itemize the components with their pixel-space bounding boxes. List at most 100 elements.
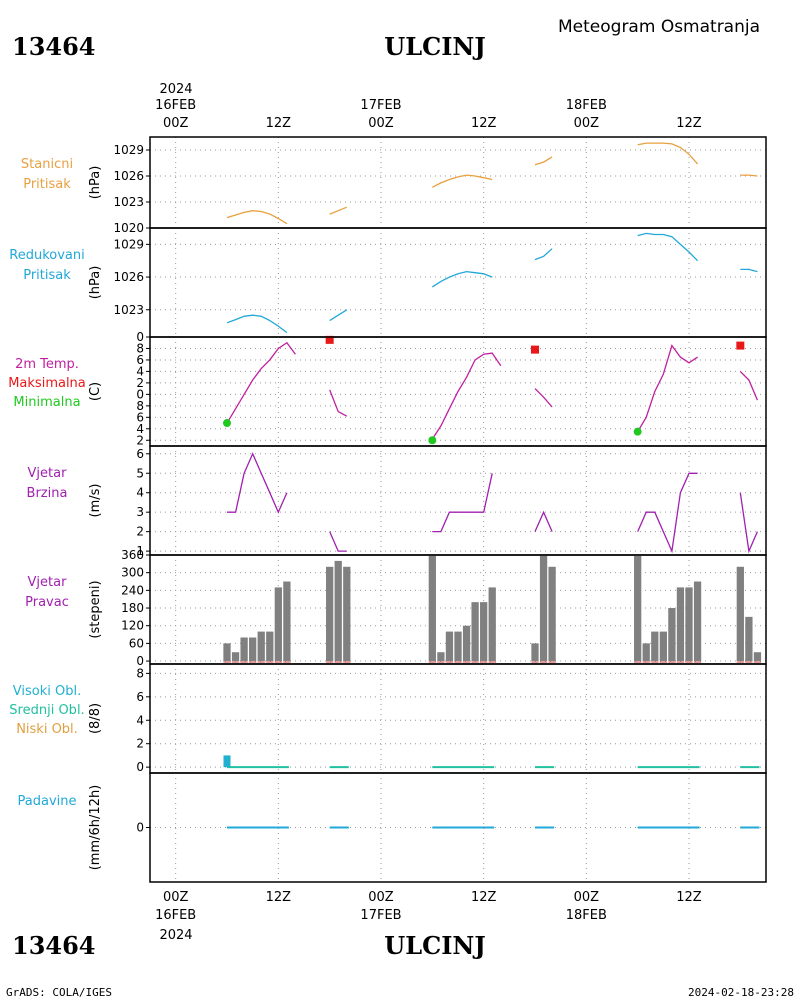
bottom-hour-label: 00Z [163,890,189,905]
temperature-line [329,389,348,417]
wind-direction-bar [753,652,762,662]
y-tick-label: 4 [136,486,144,500]
panel-frame [149,772,767,883]
maximum-marker [736,341,745,350]
wind-direction-bar [480,602,488,662]
reduced-pressure-line [534,248,553,261]
y-tick-label: 0 [136,387,144,401]
y-tick-label: 1023 [113,195,144,209]
wind-direction-bar [659,631,667,662]
y-tick-label: 8 [136,341,144,355]
bottom-date-label: 17FEB [360,908,401,923]
top-hour-label: 12Z [266,116,292,131]
y-tick-label: 60 [129,636,144,650]
y-tick-label: 0 [136,821,144,835]
temperature-line [226,341,296,424]
y-tick-label: 180 [121,601,144,615]
temperature-line [534,388,553,408]
panel-label: Brzina [27,486,68,501]
y-axis-label: (hPa) [88,166,103,200]
top-hour-label: 00Z [163,116,189,131]
panel-label: Srednji Obl. [9,703,84,718]
station-name-top: ULCINJ [384,32,485,61]
bottom-hour-label: 12Z [676,890,702,905]
y-tick-label: 4 [136,364,144,378]
wind-direction-bar [231,652,240,662]
y-tick-label: 4 [136,713,144,727]
y-tick-label: 5 [136,466,144,480]
top-year-label: 2024 [159,82,192,97]
bottom-time-axis: 00Z 16FEB 12Z 00Z 17FEB 12Z 00Z 18FEB 12Z [155,890,702,923]
minimum-marker [428,436,437,445]
y-tick-label: 2 [136,433,144,447]
top-hour-label: 00Z [574,116,600,131]
wind-direction-bar [326,566,334,662]
wind-direction-bar [745,616,753,662]
wind-direction-bar [471,602,479,662]
wind-direction-bar [634,555,642,662]
wind-direction-bar [651,631,659,662]
wind-direction-bar [676,587,685,662]
y-axis-label: (mm/6h/12h) [88,785,103,871]
wind-direction-bar [257,631,265,662]
station-pressure-line [740,174,758,177]
top-hour-label: 12Z [471,116,497,131]
top-date-label: 17FEB [360,98,401,113]
panel-frame [149,136,767,229]
reduced-pressure-line [740,268,758,273]
y-tick-label: 1026 [113,169,144,183]
minimum-marker [633,427,642,436]
wind-direction-bar [334,560,342,662]
panel-label: 2m Temp. [15,357,79,372]
y-tick-label: 0 [136,654,144,668]
panel-station-pressure: 1020 1023 1026 1029 (hPa) Stanicni Pritisak [21,136,767,235]
wind-direction-bar [343,566,351,662]
panel-reduced-pressure: 1023 1026 1029 (hPa) Redukovani Pritisak [9,227,767,338]
y-tick-label: 4 [136,422,144,436]
wind-direction-bar [685,587,693,662]
station-pressure-line [226,210,288,225]
panel-label: Pritisak [23,177,71,192]
panel-cloud-cover: 0 2 4 6 8 (8/8) Visoki Obl. Srednji Obl. Niski O… [9,663,767,774]
panel-frame [149,663,767,774]
y-tick-label: 6 [136,353,144,367]
y-axis-label: (hPa) [88,266,103,300]
top-hour-label: 12Z [676,116,702,131]
y-tick-label: 2 [136,376,144,390]
maximum-marker [325,335,334,344]
footer-timestamp: 2024-02-18-23:28 [688,986,794,999]
y-tick-label: 8 [136,399,144,413]
wind-direction-bar [488,587,496,662]
y-axis-label: (stepeni) [88,580,103,638]
y-axis-label: (8/8) [88,703,103,734]
y-tick-label: 120 [121,619,144,633]
bottom-hour-label: 12Z [471,890,497,905]
y-tick-label: 6 [136,690,144,704]
panel-label: Stanicni [21,157,73,172]
reduced-pressure-line [226,314,288,334]
panel-label: Minimalna [13,395,80,410]
top-date-label: 18FEB [566,98,607,113]
panel-label: Pritisak [23,268,71,283]
panels: 1020102310261029(hPa)StanicniPritisak102… [8,136,767,883]
reduced-pressure-line [431,270,493,288]
panel-label: Vjetar [28,466,68,481]
station-pressure-line [329,206,348,215]
station-id-top: 13464 [12,32,96,61]
top-hour-label: 00Z [368,116,394,131]
panel-label: Visoki Obl. [13,684,81,699]
panel-label: Vjetar [28,575,68,590]
wind-direction-bar [437,652,445,662]
y-tick-label: 2 [136,525,144,539]
wind-direction-bar [531,643,539,662]
wind-speed-line [432,473,493,533]
wind-direction-bar [249,637,257,662]
y-tick-label: 1029 [113,237,144,251]
y-tick-label: 1023 [113,303,144,317]
temperature-line [637,344,698,433]
y-tick-label: 2 [136,737,144,751]
panel-wind-direction: 0 60 120 180 240 300 360 (stepeni) Vjetar Pravac [25,548,767,668]
y-axis-label: (m/s) [88,484,103,518]
